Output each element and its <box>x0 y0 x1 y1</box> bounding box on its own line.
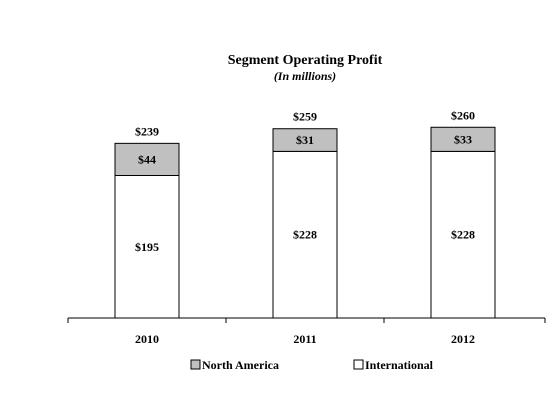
x-tick-label-2010: 2010 <box>135 332 159 346</box>
total-label-2010: $239 <box>135 124 159 138</box>
total-label-2011: $259 <box>293 110 317 124</box>
legend: North America International <box>190 358 434 372</box>
bar-segment-international-2012 <box>430 150 496 319</box>
bar-segment-international-2010 <box>114 175 180 319</box>
value-label-international-2012: $228 <box>451 228 475 242</box>
value-label-international-2011: $228 <box>293 228 317 242</box>
chart-title: Segment Operating Profit <box>228 53 383 68</box>
x-tick-label-2011: 2011 <box>293 332 316 346</box>
value-label-north-america-2012: $33 <box>454 132 472 146</box>
plot-area: $195 $44 $239 2010 $228 $31 $259 2011 $228 $33 $26… <box>67 108 546 346</box>
bar-segment-north-america-2010 <box>114 142 180 177</box>
legend-swatch-international <box>353 359 364 370</box>
chart-subtitle: (In millions) <box>274 69 336 83</box>
x-tick-label-2012: 2012 <box>451 332 475 346</box>
value-label-north-america-2010: $44 <box>138 152 156 166</box>
legend-label-international: International <box>365 358 434 372</box>
total-label-2012: $260 <box>451 108 475 122</box>
legend-swatch-north-america <box>190 359 201 370</box>
bar-segment-north-america-2011 <box>272 128 338 152</box>
value-label-international-2010: $195 <box>135 240 159 254</box>
value-label-north-america-2011: $31 <box>296 133 314 147</box>
bar-segment-north-america-2012 <box>430 126 496 152</box>
legend-label-north-america: North America <box>202 358 279 372</box>
